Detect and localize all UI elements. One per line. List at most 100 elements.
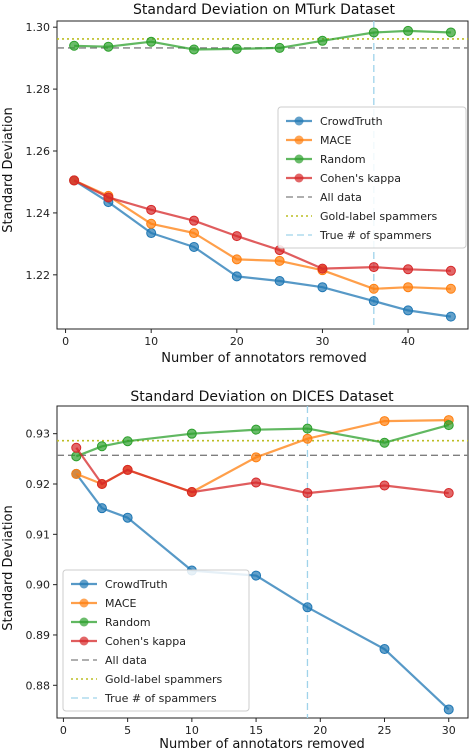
series-line xyxy=(73,179,451,290)
data-point xyxy=(368,27,379,38)
legend-marker xyxy=(79,579,89,589)
data-point xyxy=(122,464,133,475)
x-tick-label: 30 xyxy=(442,724,456,737)
legend-marker xyxy=(294,154,304,164)
legend-label: Gold-label spammers xyxy=(320,210,438,223)
x-tick-label: 40 xyxy=(401,335,415,348)
data-point xyxy=(146,204,157,215)
legend-label: Random xyxy=(105,616,151,629)
data-point xyxy=(403,264,414,275)
data-point xyxy=(231,231,242,242)
legend-label: Gold-label spammers xyxy=(105,673,223,686)
data-point xyxy=(189,215,199,226)
legend-marker xyxy=(79,636,89,646)
data-point xyxy=(251,424,262,435)
data-point xyxy=(231,271,242,282)
x-axis-title: Number of annotators removed xyxy=(159,737,364,750)
data-point xyxy=(445,283,456,294)
data-point xyxy=(96,441,107,452)
data-point xyxy=(251,477,262,488)
y-tick-label: 1.26 xyxy=(26,145,51,158)
data-point xyxy=(379,480,390,491)
data-point xyxy=(231,254,242,265)
data-point xyxy=(96,479,107,489)
data-point xyxy=(189,241,199,252)
data-point xyxy=(379,437,390,448)
legend-label: CrowdTruth xyxy=(320,115,383,128)
x-tick-label: 20 xyxy=(313,724,327,737)
data-point xyxy=(69,175,80,186)
data-point xyxy=(186,428,197,439)
legend-label: Cohen's kappa xyxy=(105,635,186,648)
data-point xyxy=(403,25,414,36)
legend-marker xyxy=(79,598,89,608)
y-tick-label: 0.90 xyxy=(26,579,51,592)
x-tick-label: 10 xyxy=(185,724,199,737)
y-tick-label: 0.91 xyxy=(26,528,51,541)
data-point xyxy=(122,512,133,523)
data-point xyxy=(251,452,262,463)
y-tick-label: 1.24 xyxy=(26,207,51,220)
chart-title: Standard Deviation on MTurk Dataset xyxy=(133,2,395,18)
data-point xyxy=(443,420,454,431)
data-point xyxy=(231,43,242,54)
legend-label: All data xyxy=(105,654,147,667)
data-point xyxy=(302,423,313,434)
data-point xyxy=(122,436,133,447)
x-tick-label: 15 xyxy=(249,724,263,737)
data-point xyxy=(368,283,379,294)
data-point xyxy=(103,41,114,52)
x-tick-label: 0 xyxy=(62,335,69,348)
chart-title: Standard Deviation on DICES Dataset xyxy=(130,389,394,405)
data-point xyxy=(186,487,197,498)
data-point xyxy=(302,602,313,613)
data-point xyxy=(274,42,285,53)
series-line xyxy=(73,179,452,318)
data-point xyxy=(146,228,157,239)
legend-box xyxy=(277,106,467,249)
series-line xyxy=(73,179,451,272)
x-tick-label: 5 xyxy=(124,724,131,737)
legend-label: MACE xyxy=(320,134,352,147)
data-point xyxy=(445,27,456,38)
plot-area-dices: 0 5 10 15 20 25 30 0.88 0.89 0.90 0.91 0.92 0.93 Crow… xyxy=(26,405,469,737)
legend-label: MACE xyxy=(105,597,137,610)
x-tick-label: 0 xyxy=(60,724,67,737)
y-tick-label: 0.88 xyxy=(26,679,51,692)
data-point xyxy=(445,311,456,322)
data-point xyxy=(317,263,328,274)
data-point xyxy=(189,44,199,55)
legend-marker xyxy=(294,173,304,183)
data-point xyxy=(443,704,454,715)
data-point xyxy=(403,305,414,316)
data-point xyxy=(368,262,379,273)
data-point xyxy=(317,35,328,46)
legend-marker xyxy=(294,135,304,145)
data-point xyxy=(96,503,107,514)
data-point xyxy=(302,433,313,444)
data-point xyxy=(443,488,454,499)
y-tick-label: 0.93 xyxy=(26,428,51,441)
y-tick-label: 1.30 xyxy=(26,21,51,34)
x-tick-label: 10 xyxy=(144,335,158,348)
legend-label: CrowdTruth xyxy=(105,578,168,591)
legend-marker xyxy=(294,116,304,126)
data-point xyxy=(302,488,313,499)
y-tick-label: 0.92 xyxy=(26,478,51,491)
y-tick-label: 1.22 xyxy=(26,269,51,282)
data-point xyxy=(379,416,390,427)
x-tick-label: 30 xyxy=(315,335,329,348)
data-point xyxy=(274,276,285,287)
data-point xyxy=(317,282,328,293)
legend-label: True # of spammers xyxy=(319,229,432,242)
y-tick-label: 1.28 xyxy=(26,83,51,96)
chart-dices: Standard Deviation on DICES Dataset Numb… xyxy=(1,389,469,750)
data-point xyxy=(251,570,262,581)
data-point xyxy=(368,296,379,307)
data-point xyxy=(379,644,390,655)
x-axis-title: Number of annotators removed xyxy=(161,351,366,366)
data-point xyxy=(274,255,285,266)
data-point xyxy=(71,468,82,479)
data-point xyxy=(445,265,456,276)
